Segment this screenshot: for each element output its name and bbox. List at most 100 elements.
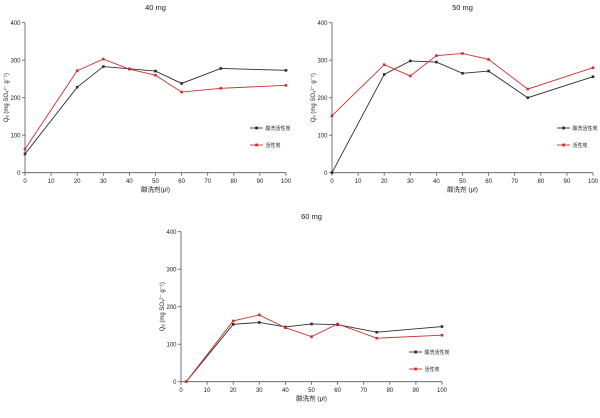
x-tick-label: 60 [485, 179, 492, 185]
data-point-marker [461, 52, 464, 55]
y-tick-label: 400 [166, 230, 177, 236]
y-tick-label: 300 [317, 58, 328, 64]
legend-label: 活性炭 [573, 142, 588, 149]
legend-label: 活性炭 [425, 366, 440, 373]
data-point-marker [180, 82, 183, 85]
data-point-marker [258, 321, 261, 324]
x-tick-label: 30 [100, 179, 107, 185]
series-markers-activated-carbon [330, 52, 595, 117]
data-point-marker [382, 63, 386, 66]
x-tick-label: 10 [355, 179, 362, 185]
legend-marker-sample [255, 126, 258, 130]
x-tick-label: 40 [126, 179, 133, 185]
y-axis-label: Qₑ (mg SO₄²⁻ g⁻¹) [311, 73, 317, 122]
axes-lines [24, 22, 286, 174]
series-line-acid-washed-carbon [185, 321, 443, 382]
data-point-marker [219, 87, 223, 90]
y-tick-label: 400 [10, 21, 21, 27]
legend-label: 酸洗活性炭 [266, 125, 291, 132]
y-tick-label: 100 [317, 133, 328, 139]
data-point-marker [128, 67, 131, 71]
data-point-marker [180, 90, 183, 94]
data-point-marker [591, 66, 595, 69]
x-tick-label: 100 [437, 388, 448, 394]
y-tick-label: 200 [10, 96, 21, 102]
data-point-marker [154, 73, 157, 77]
x-tick-label: 0 [23, 179, 27, 185]
chart-title: 60 mg [301, 212, 322, 221]
x-tick-label: 50 [152, 179, 159, 185]
data-point-marker [330, 114, 334, 117]
x-tick-label: 80 [537, 179, 544, 185]
data-point-marker [258, 313, 261, 317]
legend-label: 酸洗活性炭 [573, 125, 598, 132]
data-point-marker [375, 330, 379, 334]
y-tick-label: 0 [324, 171, 328, 177]
y-tick-label: 200 [166, 305, 177, 311]
series-markers-activated-carbon [23, 57, 288, 151]
data-point-marker [102, 65, 105, 68]
data-point-marker [23, 147, 27, 151]
series-line-activated-carbon [185, 314, 443, 382]
series-line-acid-washed-carbon [24, 66, 287, 155]
data-point-marker [526, 87, 530, 91]
x-tick-label: 80 [386, 388, 393, 394]
x-tick-label: 40 [433, 179, 440, 185]
x-tick-label: 40 [282, 388, 289, 394]
data-point-marker [284, 84, 288, 87]
x-tick-label: 0 [179, 388, 183, 394]
y-tick-label: 100 [10, 133, 21, 139]
data-point-marker [75, 69, 79, 72]
axes-lines [180, 231, 442, 383]
data-point-marker [154, 69, 157, 73]
x-tick-label: 100 [588, 179, 599, 185]
x-tick-label: 80 [230, 179, 237, 185]
data-point-marker [487, 69, 490, 73]
x-tick-label: 70 [511, 179, 518, 185]
series-line-activated-carbon [331, 52, 594, 117]
x-tick-label: 30 [407, 179, 414, 185]
data-point-marker [284, 69, 288, 72]
x-axis-label: 酸洗剂 (μl) [447, 185, 478, 194]
x-tick-label: 60 [334, 388, 341, 394]
x-tick-label: 20 [381, 179, 388, 185]
data-point-marker [284, 326, 287, 329]
series-markers-activated-carbon [184, 313, 444, 383]
axes-lines [331, 22, 593, 174]
x-tick-label: 0 [330, 179, 334, 185]
y-tick-label: 100 [166, 342, 177, 348]
data-point-marker [375, 336, 379, 340]
x-tick-label: 70 [204, 179, 211, 185]
x-tick-label: 50 [459, 179, 466, 185]
series-markers-acid-washed-carbon [330, 59, 595, 174]
x-tick-label: 30 [256, 388, 263, 394]
data-point-marker [330, 171, 334, 174]
y-tick-label: 0 [173, 380, 177, 386]
data-point-marker [310, 322, 313, 326]
x-tick-label: 100 [281, 179, 292, 185]
x-tick-label: 60 [178, 179, 185, 185]
data-point-marker [231, 319, 235, 323]
data-point-marker [310, 335, 313, 338]
x-tick-label: 10 [48, 179, 55, 185]
data-point-marker [231, 323, 235, 326]
data-point-marker [219, 67, 223, 70]
series-line-acid-washed-carbon [331, 60, 594, 173]
y-tick-label: 0 [17, 171, 21, 177]
data-point-marker [591, 75, 595, 78]
data-point-marker [440, 333, 444, 337]
y-axis-label: Qₑ (mg SO₄²⁻ g⁻¹) [160, 282, 166, 331]
x-tick-label: 10 [204, 388, 211, 394]
y-tick-label: 400 [317, 21, 328, 27]
x-tick-label: 90 [413, 388, 420, 394]
x-axis-label: 酸洗剂 (μl) [296, 394, 327, 403]
data-point-marker [435, 54, 438, 57]
chart-40-mg: 40 mg 酸洗剂(μl) Qₑ (mg SO₄²⁻ g⁻¹) 0 100 200 300 4… [0, 0, 300, 209]
